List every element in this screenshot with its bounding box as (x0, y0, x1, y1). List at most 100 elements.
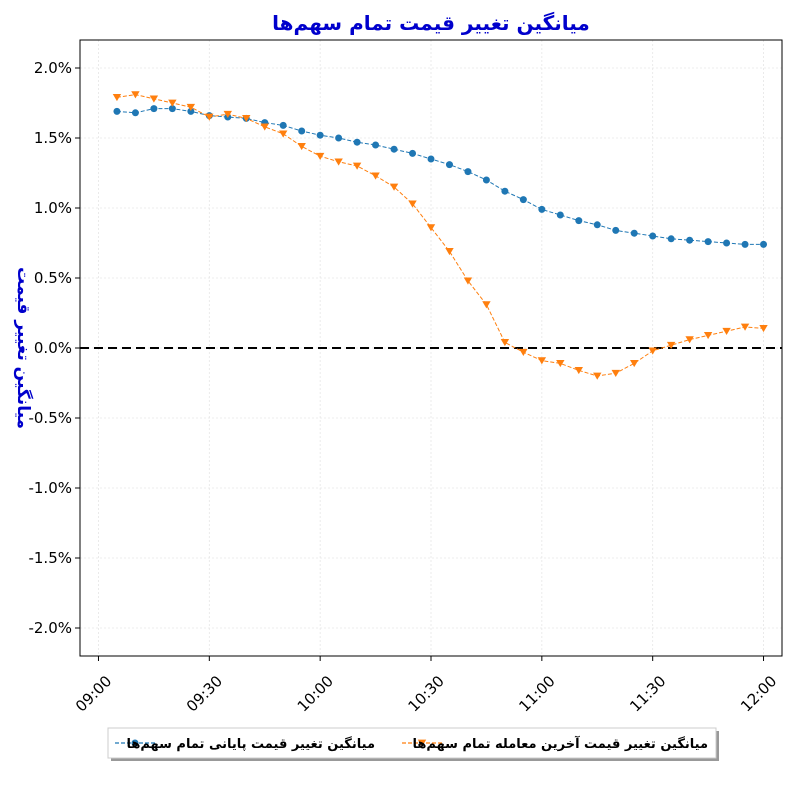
x-axis: 09:00 09:30 10:00 10:30 11:00 11:30 12:00 (72, 656, 780, 715)
data-point (150, 105, 158, 113)
data-point (463, 277, 473, 285)
data-point (666, 341, 676, 349)
data-point (482, 301, 491, 309)
data-point (112, 94, 122, 102)
data-point (168, 105, 176, 113)
x-tick-label: 10:30 (405, 672, 448, 715)
y-tick-label: -0.5% (28, 409, 72, 427)
data-point (186, 103, 196, 111)
x-tick-label: 09:30 (183, 672, 226, 715)
data-point (686, 236, 694, 244)
data-point (113, 107, 121, 115)
series-line (116, 108, 764, 245)
x-tick-label: 12:00 (737, 672, 780, 715)
data-point (501, 187, 509, 195)
data-point (426, 224, 436, 232)
y-axis-label: میانگین تغییر قیمت (13, 267, 34, 429)
data-point (630, 229, 638, 237)
data-point (353, 138, 361, 146)
legend-item-1: میانگین تغییر قیمت پایانی تمام سهم‌ها (115, 736, 375, 752)
y-tick-label: -2.0% (28, 619, 72, 637)
data-point (316, 131, 324, 139)
data-point (187, 107, 195, 115)
data-point (223, 110, 232, 118)
x-tick-label: 09:00 (72, 672, 115, 715)
data-point (279, 130, 288, 138)
data-point (205, 113, 214, 121)
data-point (722, 327, 731, 335)
data-point (667, 235, 675, 243)
data-point (389, 183, 399, 191)
y-tick-label: 1.5% (34, 129, 72, 147)
data-point (740, 323, 750, 331)
y-tick-label: 0.5% (34, 269, 72, 287)
data-point (556, 211, 564, 219)
data-point (408, 200, 417, 208)
series-1 (113, 105, 768, 248)
data-point (760, 240, 768, 248)
data-point (611, 369, 620, 377)
x-tick-label: 11:30 (626, 672, 669, 715)
data-point (279, 121, 287, 129)
data-point (131, 109, 139, 117)
data-point (334, 158, 343, 166)
data-point (759, 325, 768, 333)
legend-marker (131, 739, 139, 747)
data-point (482, 176, 490, 184)
data-point (704, 238, 712, 246)
y-tick-label: -1.0% (28, 479, 72, 497)
data-point (335, 134, 343, 142)
data-point (464, 168, 472, 176)
data-point (500, 339, 510, 347)
x-tick-label: 10:00 (294, 672, 337, 715)
data-point (685, 336, 694, 344)
data-point (612, 226, 620, 234)
data-point (371, 172, 380, 180)
y-axis: -2.0% -1.5% -1.0% -0.5% 0.0% 0.5% 1.0% 1.5% 2.0% (28, 59, 80, 637)
data-point (131, 91, 140, 99)
series-2 (112, 91, 768, 380)
data-point (445, 161, 453, 169)
legend: میانگین تغییر قیمت پایانی تمام سهم‌ها میا… (107, 727, 719, 761)
data-point (409, 149, 417, 157)
data-point (537, 357, 547, 365)
data-point (372, 141, 380, 149)
data-point (297, 143, 306, 151)
data-point (723, 239, 731, 247)
legend-item-2: میانگین تغییر قیمت آخرین معامله تمام سهم… (402, 735, 708, 752)
data-point (741, 240, 749, 248)
data-point (519, 348, 528, 356)
x-tick-label: 11:00 (515, 672, 558, 715)
data-point (315, 152, 325, 160)
data-point (630, 360, 639, 368)
data-point (445, 248, 454, 256)
legend-label: میانگین تغییر قیمت آخرین معامله تمام سهم… (412, 735, 708, 752)
data-point (593, 221, 601, 229)
series-layer (112, 91, 768, 380)
data-point (260, 123, 269, 131)
y-tick-label: 2.0% (34, 59, 72, 77)
data-point (149, 95, 159, 103)
legend-marker (417, 739, 427, 747)
series-line (116, 94, 764, 377)
chart-title: میانگین تغییر قیمت تمام سهم‌ها (272, 11, 590, 35)
data-point (352, 162, 362, 170)
data-point (519, 196, 527, 204)
data-point (168, 99, 177, 107)
data-point (390, 145, 398, 153)
y-tick-label: -1.5% (28, 549, 72, 567)
data-point (242, 115, 251, 123)
data-point (538, 205, 546, 213)
legend-label: میانگین تغییر قیمت پایانی تمام سهم‌ها (126, 736, 375, 752)
y-tick-label: 1.0% (34, 199, 72, 217)
data-point (298, 127, 306, 135)
data-point (427, 155, 435, 163)
data-point (649, 232, 657, 240)
data-point (574, 367, 583, 375)
data-point (703, 332, 713, 340)
y-tick-label: 0.0% (34, 339, 72, 357)
data-point (556, 360, 565, 368)
data-point (593, 372, 602, 380)
legend-items: میانگین تغییر قیمت پایانی تمام سهم‌ها میا… (115, 735, 708, 752)
